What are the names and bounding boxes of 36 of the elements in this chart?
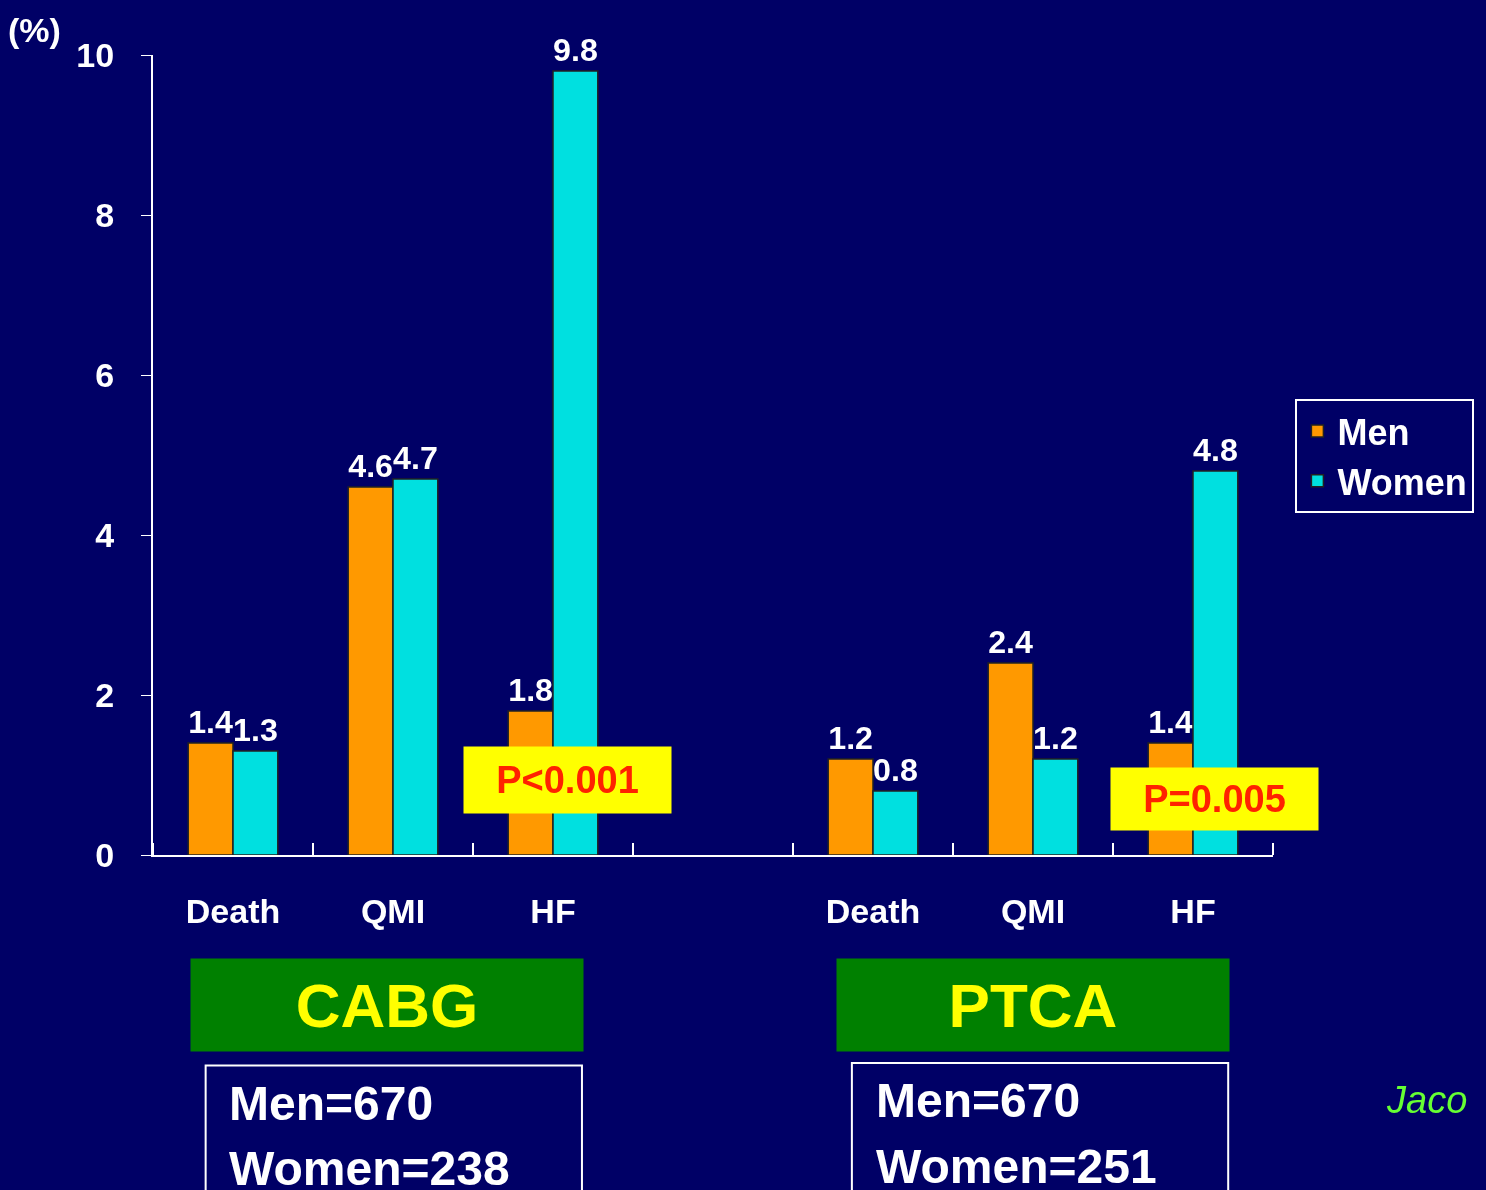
data-label: 1.8 [508, 672, 553, 709]
x-tick-label: HF [1170, 891, 1216, 930]
text: Women=251 [876, 1140, 1157, 1190]
data-label: 4.8 [1193, 432, 1238, 469]
y-tick-label: 0 [95, 835, 115, 874]
x-tick-label: QMI [1000, 891, 1066, 930]
annotation: P=0.005 [1143, 778, 1286, 820]
x-tick-label: Death [185, 891, 281, 930]
x-tick-label: HF [530, 891, 576, 930]
text: Jaco [1386, 1079, 1468, 1121]
data-label: 1.2 [828, 720, 873, 757]
data-label: 9.8 [553, 32, 598, 69]
text: Women=238 [229, 1142, 510, 1190]
y-axis-title: (%) [8, 11, 61, 49]
y-tick-label: 6 [95, 355, 115, 394]
text: Men=670 [876, 1074, 1081, 1127]
legend-label: Women [1337, 461, 1467, 503]
data-label: 4.7 [393, 440, 438, 477]
y-tick-label: 2 [95, 675, 115, 714]
text: PTCA [948, 970, 1118, 1040]
annotation: P<0.001 [496, 759, 639, 801]
data-label: 1.4 [188, 704, 234, 741]
data-label: 0.8 [873, 752, 918, 789]
x-tick-label: Death [825, 891, 921, 930]
y-tick-label: 4 [95, 515, 115, 554]
data-label: 1.2 [1033, 720, 1078, 757]
y-tick-label: 10 [76, 35, 115, 74]
legend-label: Men [1337, 411, 1410, 453]
text: Men=670 [229, 1077, 434, 1130]
x-tick-label: QMI [360, 891, 426, 930]
data-label: 2.4 [988, 624, 1034, 661]
text: CABG [295, 970, 479, 1040]
data-label: 1.3 [233, 712, 278, 749]
y-tick-label: 8 [95, 195, 115, 234]
data-label: 4.6 [348, 448, 393, 485]
data-label: 1.4 [1148, 704, 1194, 741]
